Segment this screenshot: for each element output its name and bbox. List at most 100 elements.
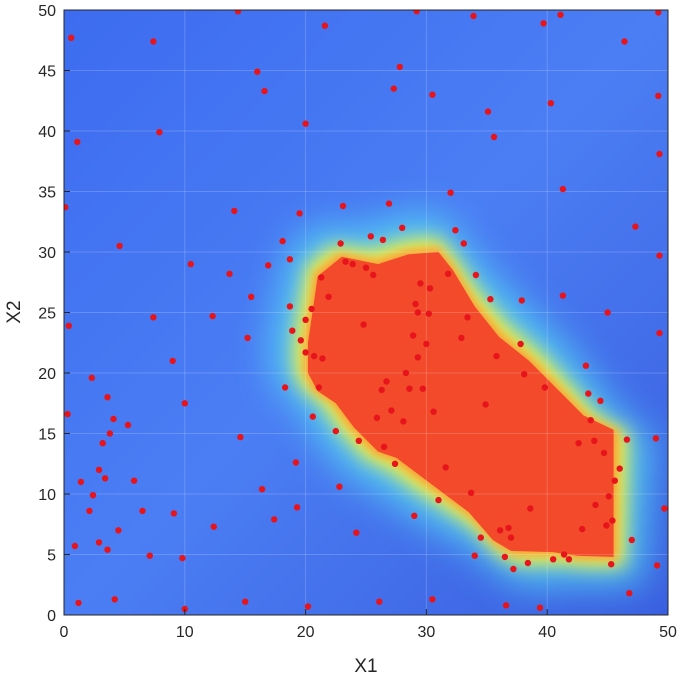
data-point [442,464,449,471]
data-point [380,443,388,450]
data-point [332,427,339,435]
data-point [591,437,598,444]
data-point [653,562,661,569]
data-point [75,599,82,607]
y-tick-label: 20 [38,366,56,383]
data-points [64,10,668,613]
data-point [655,92,662,100]
y-tick-label: 5 [47,548,56,565]
data-point [536,604,544,611]
plot-area [64,10,668,615]
data-point [104,546,111,553]
data-point [68,34,75,41]
data-point [310,352,318,360]
data-point [110,415,117,423]
data-point [115,527,122,534]
data-point [419,385,426,392]
data-point [234,10,242,15]
data-point [64,204,69,211]
data-point [582,362,590,369]
data-point [464,314,471,321]
x-tick-label: 30 [418,624,436,641]
data-point [413,10,420,15]
data-point [289,327,296,334]
data-point [383,378,390,385]
data-point [611,477,618,484]
data-point [367,233,374,240]
data-point [628,536,635,544]
data-point [339,202,347,210]
data-point [106,430,114,437]
data-point [130,477,138,484]
y-axis-ticks: 0 5 10 15 20 25 30 35 40 45 50 [38,3,70,625]
data-point [376,598,383,605]
data-point [411,512,418,519]
data-point [209,312,216,320]
data-point [169,357,176,365]
data-point [95,466,103,473]
y-tick-label: 10 [38,487,56,504]
data-point [484,108,492,115]
data-point [452,227,459,234]
data-point [336,483,343,490]
data-point [349,260,356,268]
data-point [111,596,118,603]
data-point [315,384,323,391]
data-point [261,87,268,95]
data-point [124,421,132,429]
data-point [293,504,301,511]
data-point [493,352,500,360]
data-point [304,603,312,610]
heatmap-core-red [308,252,614,557]
data-point [400,418,407,425]
data-point [470,12,477,20]
data-point [71,542,79,550]
data-point [302,120,309,127]
data-point [279,237,286,245]
data-point [321,22,329,29]
data-point [231,207,238,215]
data-point [104,394,111,401]
data-point [99,440,106,447]
data-point [540,20,547,27]
data-point [396,63,403,71]
data-point [101,475,109,482]
data-point [521,371,528,378]
data-point [425,310,432,317]
data-point [656,252,663,259]
data-point [308,305,315,313]
y-tick-label: 50 [38,3,56,20]
data-point [370,271,377,279]
data-point [86,507,93,515]
data-point [353,529,360,536]
data-point [399,224,406,231]
data-point [319,355,326,362]
data-point [390,85,397,92]
data-point [77,478,85,486]
data-point [373,414,381,421]
x-axis-label: X1 [354,656,377,677]
data-point [242,598,249,605]
data-point [325,293,332,300]
data-point [447,189,454,196]
data-point [603,522,610,529]
data-point [74,138,81,146]
data-point [414,354,422,361]
data-point [360,321,367,328]
data-point [116,242,123,250]
data-point [661,505,668,512]
data-point [458,334,465,342]
x-tick-label: 0 [60,624,69,641]
data-point [355,437,362,444]
data-point [496,527,504,534]
data-point [187,260,194,268]
data-point [210,523,217,530]
data-point [318,274,325,281]
data-point [297,337,304,344]
data-point [560,551,568,558]
data-point [150,314,157,321]
data-point [426,285,434,292]
data-point [471,552,478,559]
data-point [608,561,615,568]
